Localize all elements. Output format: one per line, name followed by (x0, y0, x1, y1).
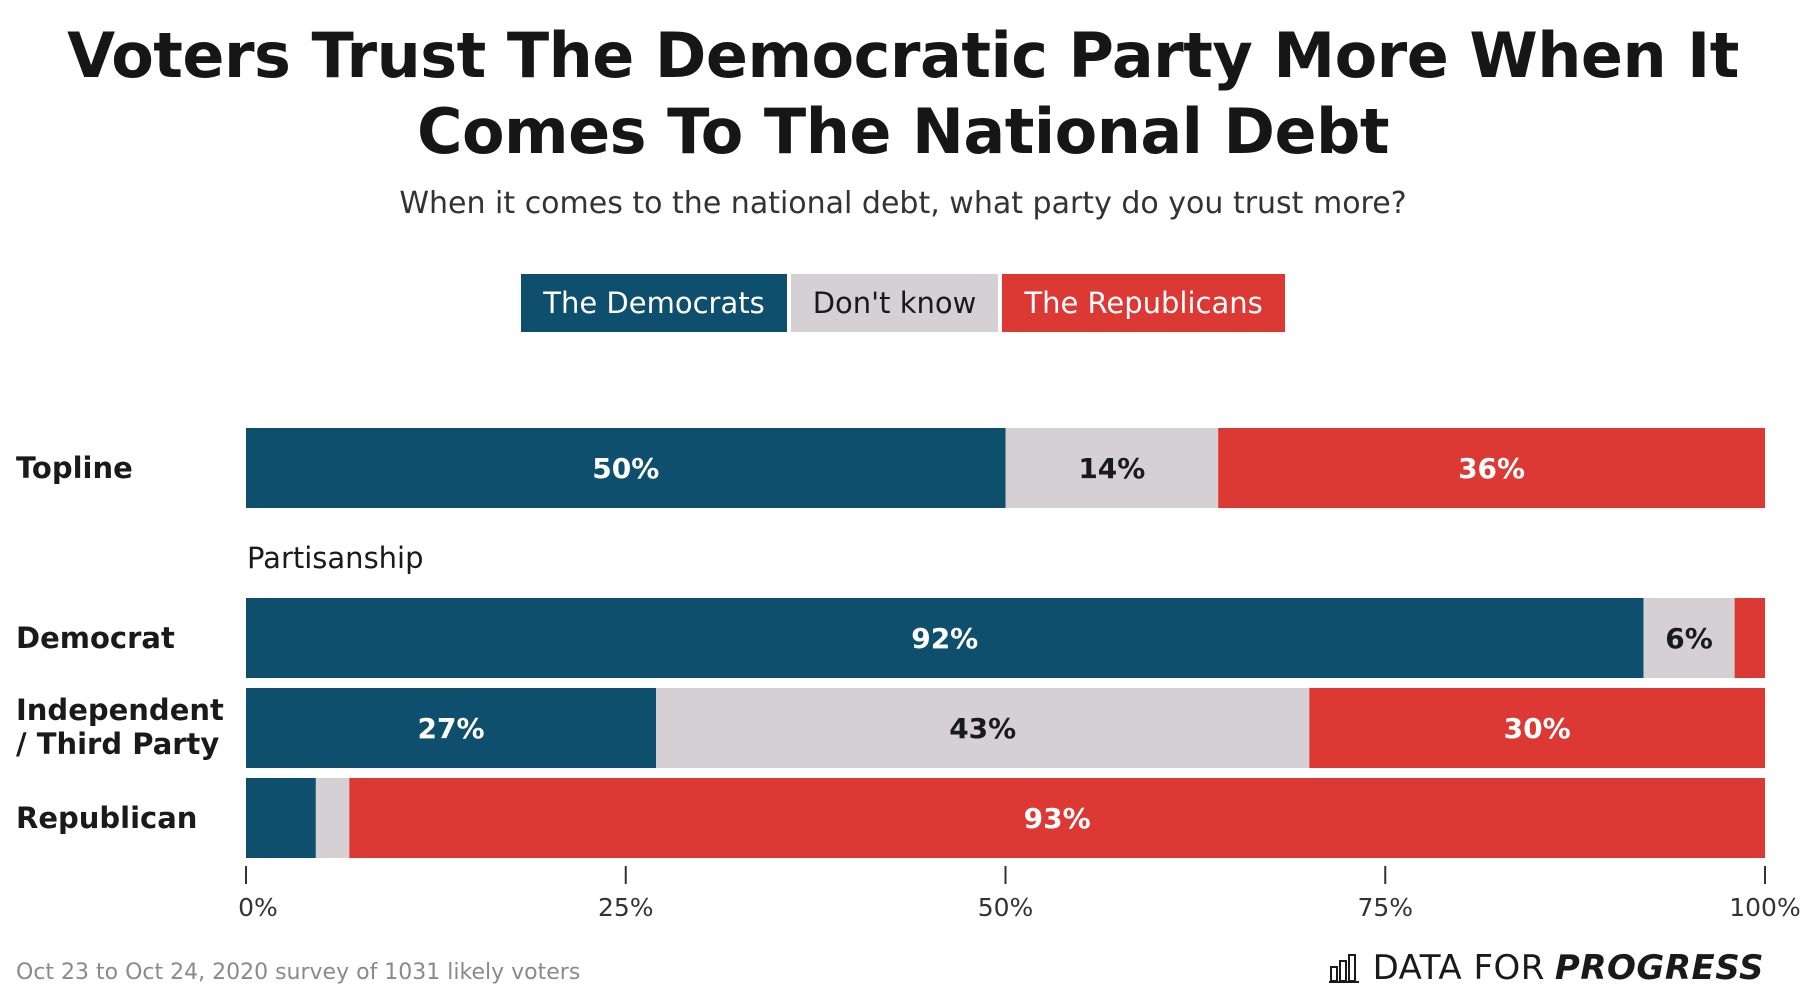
bar-democrats-row-0 (246, 428, 1006, 508)
bar-dont-know-row-1 (1643, 598, 1735, 678)
row-label-topline: Topline (16, 451, 133, 485)
legend-item-democrats: The Democrats (521, 274, 787, 332)
bar-democrats-row-3 (246, 778, 316, 858)
data-label-dont-know-row-2: 43% (949, 712, 1016, 745)
row-label-independent-line-1: Independent (16, 693, 224, 727)
row-label-independent-line-2: / Third Party (16, 727, 220, 761)
x-tick-label-100: 100% (1729, 893, 1800, 922)
data-label-republicans-row-2: 30% (1504, 712, 1571, 745)
brand-logo: DATA FOR PROGRESS (1328, 948, 1764, 988)
x-tick-label-50: 50% (978, 893, 1034, 922)
legend: The Democrats Don't know The Republicans (0, 274, 1806, 332)
data-label-democrats-row-2: 27% (418, 712, 485, 745)
row-label-independent: Independent / Third Party (16, 693, 224, 761)
bar-dont-know-row-2 (656, 688, 1310, 768)
row-label-republican: Republican (16, 801, 198, 835)
chart-title: Voters Trust The Democratic Party More W… (0, 18, 1806, 170)
legend-item-republicans: The Republicans (1002, 274, 1285, 332)
chart-subtitle: When it comes to the national debt, what… (399, 186, 1407, 221)
bar-republicans-row-1 (1734, 598, 1765, 678)
bar-dont-know-row-3 (315, 778, 350, 858)
bar-democrats-row-2 (246, 688, 657, 768)
bar-republicans-row-3 (349, 778, 1765, 858)
source-note: Oct 23 to Oct 24, 2020 survey of 1031 li… (16, 960, 581, 985)
brand-text-data-for: DATA FOR (1372, 948, 1545, 988)
bar-chart-icon (1328, 954, 1359, 983)
bar-republicans-row-2 (1309, 688, 1765, 768)
data-label-dont-know-row-1: 6% (1665, 622, 1713, 655)
x-tick-label-0: 0% (238, 893, 278, 922)
chart-title-line-1: Voters Trust The Democratic Party More W… (67, 19, 1739, 92)
row-label-democrat: Democrat (16, 621, 175, 655)
data-label-republicans-row-3: 93% (1024, 802, 1091, 835)
data-label-democrats-row-0: 50% (592, 452, 659, 485)
bar-democrats-row-1 (246, 598, 1644, 678)
bar-dont-know-row-0 (1005, 428, 1219, 508)
data-label-republicans-row-0: 36% (1458, 452, 1525, 485)
x-tick-label-75: 75% (1357, 893, 1413, 922)
brand-text-progress: PROGRESS (1554, 948, 1764, 988)
group-label-partisanship: Partisanship (247, 541, 424, 575)
data-label-dont-know-row-0: 14% (1078, 452, 1145, 485)
data-label-democrats-row-1: 92% (911, 622, 978, 655)
bar-republicans-row-0 (1218, 428, 1765, 508)
legend-item-dont-know: Don't know (790, 274, 999, 332)
x-tick-label-25: 25% (598, 893, 654, 922)
chart-title-line-2: Comes To The National Debt (416, 95, 1390, 168)
